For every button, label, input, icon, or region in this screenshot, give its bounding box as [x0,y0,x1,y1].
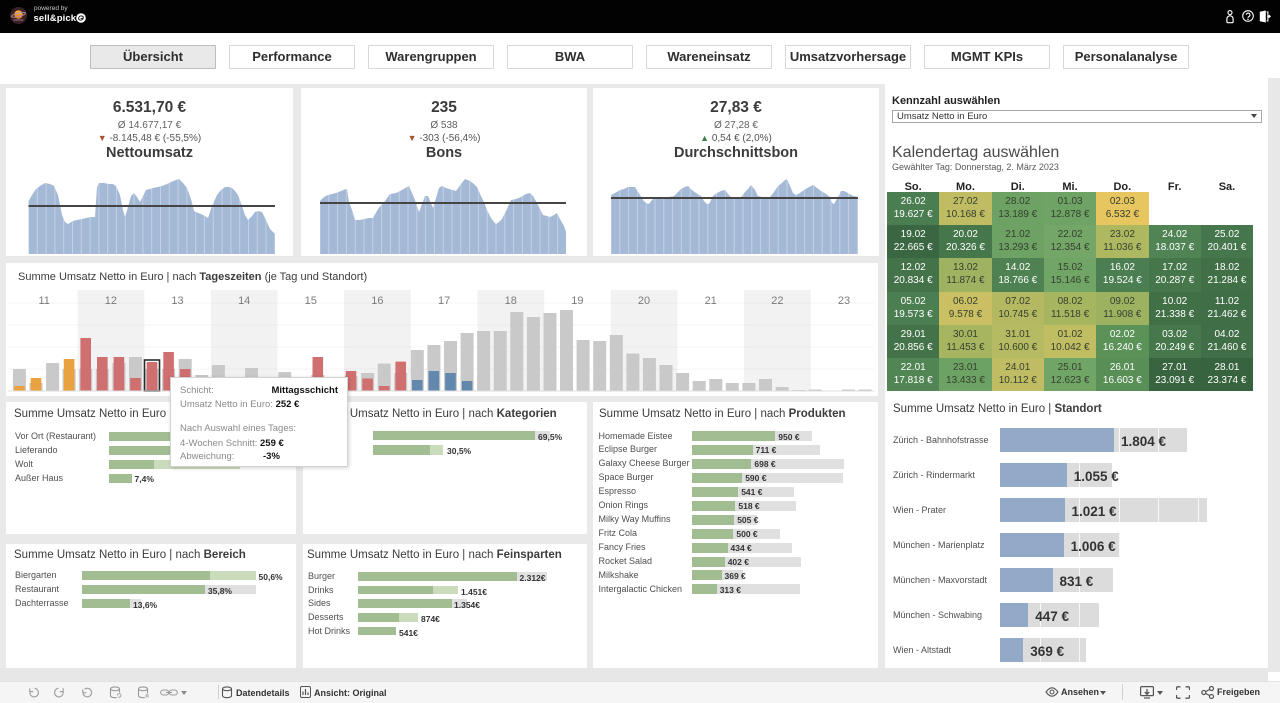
svg-text:11: 11 [38,295,49,307]
svg-text:16: 16 [371,295,383,307]
svg-text:13: 13 [171,295,183,307]
svg-text:23: 23 [838,295,850,307]
svg-text:20: 20 [638,295,650,307]
svg-text:12: 12 [105,295,117,307]
svg-text:19: 19 [571,295,583,307]
svg-text:21: 21 [705,295,717,307]
svg-text:14: 14 [238,295,250,307]
svg-text:18: 18 [505,295,517,307]
svg-text:22: 22 [771,295,783,307]
svg-text:15: 15 [305,295,317,307]
svg-text:17: 17 [438,295,450,307]
